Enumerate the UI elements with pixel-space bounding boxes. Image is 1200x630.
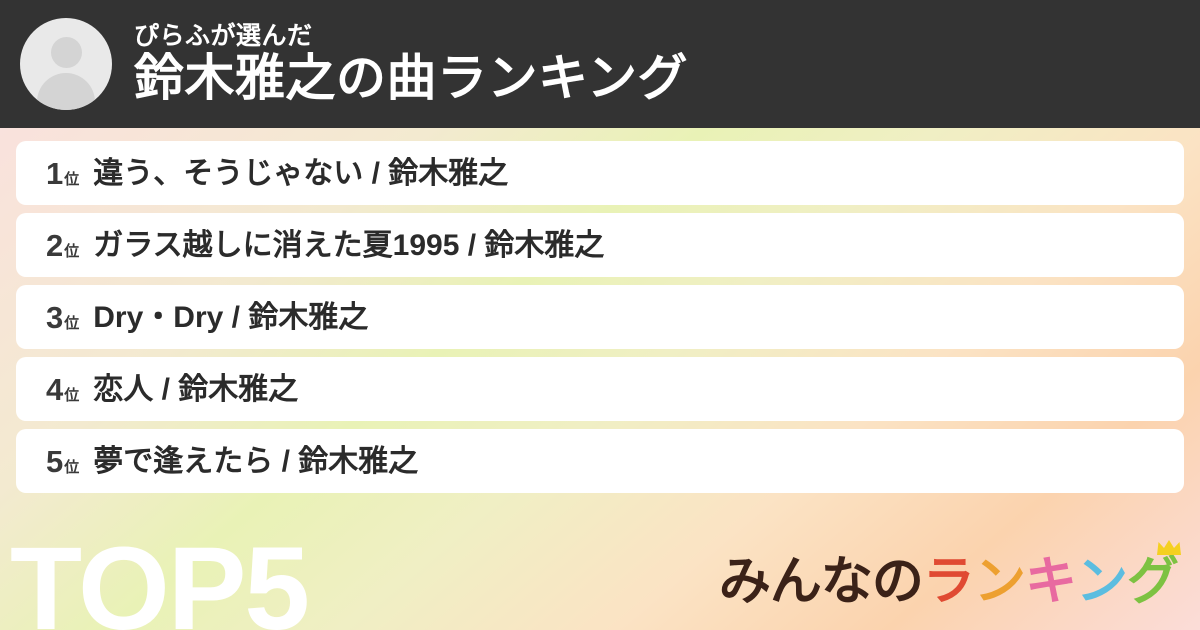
rank-title-label: 夢で逢えたら / 鈴木雅之 <box>93 444 419 478</box>
rank-unit-label: 位 <box>64 458 80 476</box>
header-text-block: ぴらふが選んだ 鈴木雅之の曲ランキング <box>134 23 688 105</box>
page-title: 鈴木雅之の曲ランキング <box>134 50 688 107</box>
top5-badge: TOP5 <box>10 523 310 630</box>
header-bar: ぴらふが選んだ 鈴木雅之の曲ランキング <box>0 0 1200 128</box>
brand-logo-char-gu: グ <box>1126 553 1179 611</box>
avatar-head-shape <box>50 37 82 68</box>
rank-title-label: ガラス越しに消えた夏1995 / 鈴木雅之 <box>93 228 605 262</box>
rank-title-label: Dry・Dry / 鈴木雅之 <box>93 300 369 334</box>
avatar-body-shape <box>37 73 95 110</box>
rank-title-label: 違う、そうじゃない / 鈴木雅之 <box>93 156 509 190</box>
user-avatar-icon <box>20 18 112 110</box>
rank-title-label: 恋人 / 鈴木雅之 <box>93 372 299 406</box>
rank-number-value: 5 <box>46 443 64 479</box>
rank-unit-label: 位 <box>64 170 80 188</box>
brand-logo-char-ki: キ <box>1024 553 1077 611</box>
brand-logo-char-n2: ン <box>1075 553 1128 611</box>
header-subtitle: ぴらふが選んだ <box>134 22 313 51</box>
rank-unit-label: 位 <box>64 314 80 332</box>
brand-logo-gu-wrapper: グ <box>1126 540 1181 611</box>
rank-number-value: 2 <box>46 227 64 263</box>
rank-unit-label: 位 <box>64 386 80 404</box>
rank-unit-label: 位 <box>64 242 80 260</box>
brand-logo-mono-text: みんなの <box>718 553 924 611</box>
rank-number-value: 1 <box>46 155 64 191</box>
brand-logo-char-ra: ラ <box>922 553 975 611</box>
rank-number-value: 3 <box>46 299 64 335</box>
brand-logo[interactable]: みんなのランキング <box>718 540 1181 611</box>
crown-icon <box>1157 540 1181 555</box>
rank-number-value: 4 <box>46 371 64 407</box>
brand-logo-char-n1: ン <box>973 553 1026 611</box>
